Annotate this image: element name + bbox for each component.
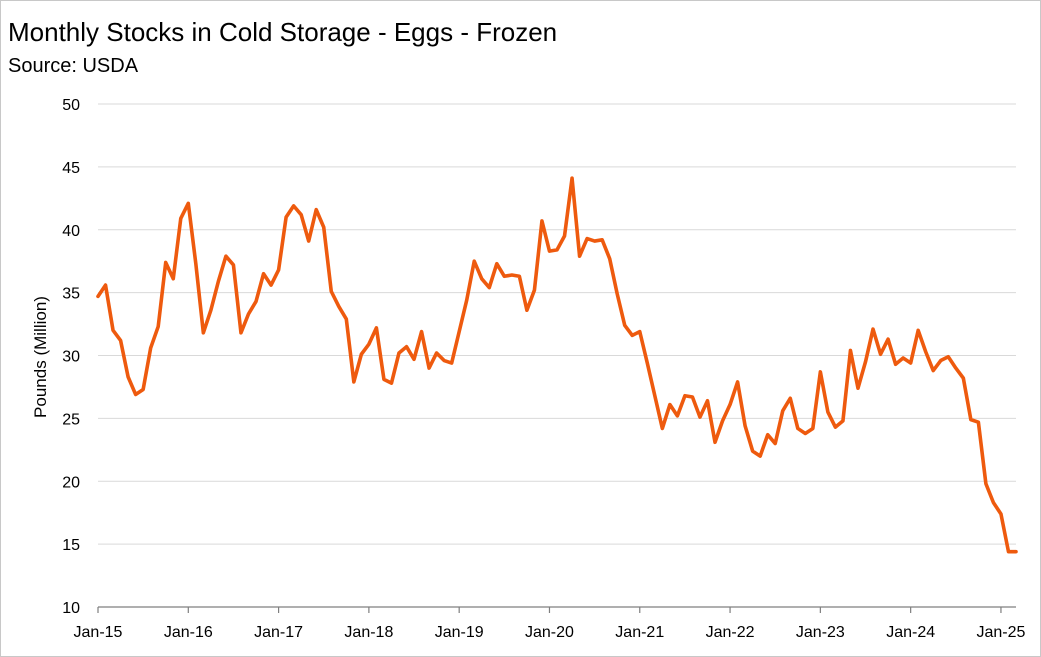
x-tick-label-Jan-19: Jan-19 xyxy=(435,624,484,641)
y-tick-labels: 10 15 20 25 30 35 40 45 50 xyxy=(62,97,80,617)
y-tick-label-25: 25 xyxy=(62,411,80,428)
chart-subtitle: Source: USDA xyxy=(8,55,139,77)
x-tick-label-Jan-16: Jan-16 xyxy=(164,624,213,641)
y-axis-title: Pounds (Million) xyxy=(31,296,50,418)
gridlines xyxy=(98,103,1016,545)
x-tick-label-Jan-20: Jan-20 xyxy=(525,624,574,641)
y-tick-label-40: 40 xyxy=(62,223,80,240)
y-tick-label-20: 20 xyxy=(62,474,80,491)
series-line-0 xyxy=(96,176,1018,554)
x-axis xyxy=(97,606,1016,613)
y-tick-label-35: 35 xyxy=(62,286,80,303)
x-tick-label-Jan-25: Jan-25 xyxy=(976,624,1025,641)
y-tick-label-30: 30 xyxy=(62,349,80,366)
x-tick-label-Jan-24: Jan-24 xyxy=(886,624,935,641)
x-tick-label-Jan-22: Jan-22 xyxy=(706,624,755,641)
x-tick-label-Jan-18: Jan-18 xyxy=(344,624,393,641)
x-tick-label-Jan-21: Jan-21 xyxy=(615,624,664,641)
y-tick-label-15: 15 xyxy=(62,537,80,554)
data-series xyxy=(96,176,1018,554)
y-tick-label-50: 50 xyxy=(62,97,80,114)
x-tick-labels: Jan-15 Jan-16 Jan-17 Jan-18 Jan-19 Jan-20 Jan-… xyxy=(74,624,1026,641)
x-tick-label-Jan-17: Jan-17 xyxy=(254,624,303,641)
x-tick-label-Jan-15: Jan-15 xyxy=(74,624,123,641)
y-tick-label-45: 45 xyxy=(62,160,80,177)
x-tick-label-Jan-23: Jan-23 xyxy=(796,624,845,641)
chart-title: Monthly Stocks in Cold Storage - Eggs - … xyxy=(8,17,558,47)
y-tick-label-10: 10 xyxy=(62,600,80,617)
